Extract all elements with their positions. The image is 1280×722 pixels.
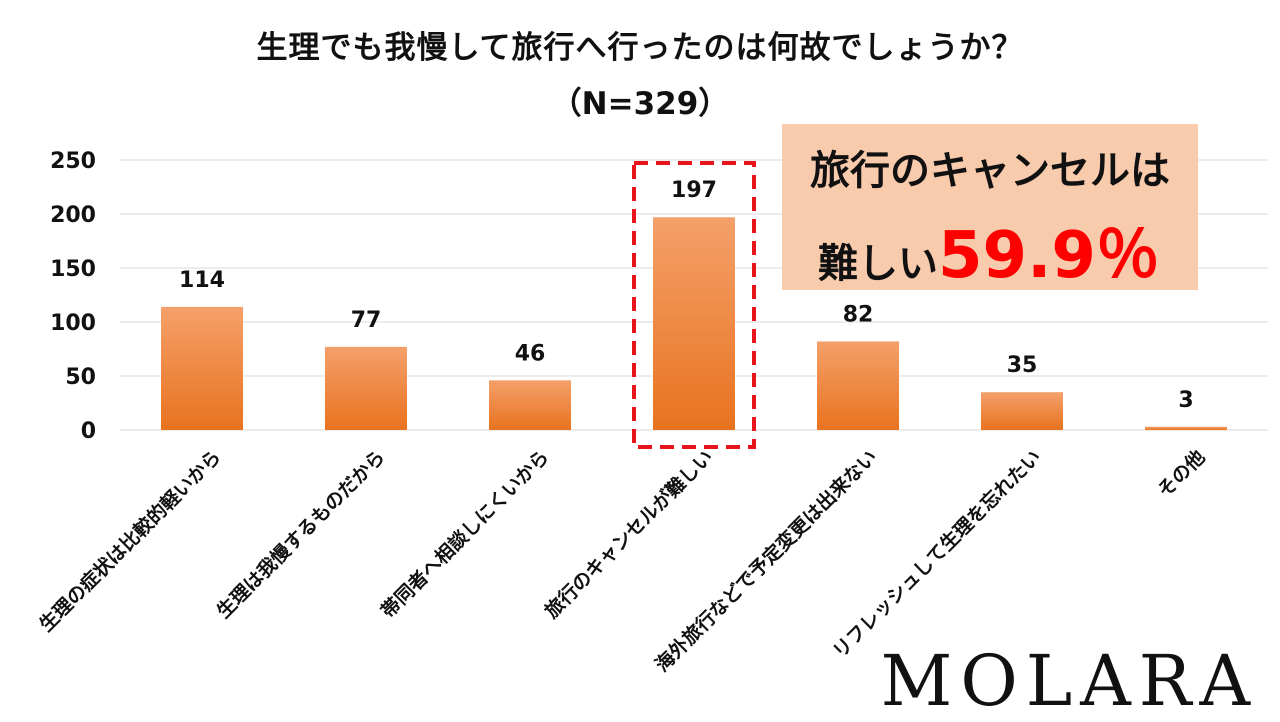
bar <box>161 306 243 430</box>
x-tick-label: その他 <box>1153 445 1210 502</box>
bar <box>1145 426 1227 430</box>
bar <box>817 341 899 430</box>
y-tick-label: 100 <box>50 311 96 336</box>
x-tick-label: 帯同者へ相談しにくいから <box>376 445 553 622</box>
data-label: 77 <box>351 308 382 333</box>
callout-text: 難しい <box>818 241 938 287</box>
data-label: 35 <box>1007 353 1038 378</box>
data-label: 82 <box>843 302 874 327</box>
y-tick-label: 50 <box>65 365 96 390</box>
bar <box>325 346 407 430</box>
x-tick-label: 生理は我慢するものだから <box>212 445 389 622</box>
data-label: 114 <box>179 268 225 293</box>
callout-percentage: 59.9％ <box>938 219 1160 293</box>
x-tick-label: 生理の症状は比較的軽いから <box>35 445 226 636</box>
data-label: 197 <box>671 178 717 203</box>
bar <box>653 217 735 430</box>
bar <box>489 380 571 430</box>
y-tick-label: 0 <box>81 419 96 444</box>
callout-line1: 旅行のキャンセルは <box>810 148 1170 194</box>
y-tick-label: 250 <box>50 149 96 174</box>
brand-logo: MOLARA <box>880 640 1258 722</box>
chart-subtitle: （N=329） <box>550 86 730 122</box>
highlight-box <box>632 161 756 449</box>
bar <box>981 392 1063 430</box>
data-label: 3 <box>1178 388 1193 413</box>
y-tick-label: 150 <box>50 257 96 282</box>
x-tick-label: 旅行のキャンセルが難しい <box>540 445 717 622</box>
chart-title: 生理でも我慢して旅行へ行ったのは何故でしょうか？ <box>256 30 1024 66</box>
callout-line2: 難しい59.9％ <box>818 204 1160 296</box>
data-label: 46 <box>515 341 546 366</box>
highlight-callout: 旅行のキャンセルは 難しい59.9％ <box>782 124 1198 293</box>
y-tick-label: 200 <box>50 203 96 228</box>
